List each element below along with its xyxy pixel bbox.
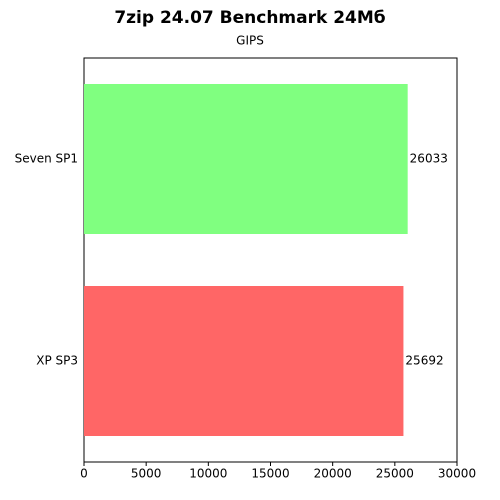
x-tick-label: 15000 bbox=[251, 467, 289, 481]
x-tick-label: 10000 bbox=[189, 467, 227, 481]
chart-title: 7zip 24.07 Benchmark 24Мб bbox=[114, 8, 385, 28]
bar bbox=[84, 286, 404, 436]
y-tick-label: XP SP3 bbox=[36, 354, 78, 368]
value-label: 26033 bbox=[410, 152, 448, 166]
value-label: 25692 bbox=[405, 354, 443, 368]
bar bbox=[84, 84, 408, 234]
y-tick-label: Seven SP1 bbox=[15, 152, 78, 166]
x-tick-label: 0 bbox=[80, 467, 88, 481]
x-tick-label: 30000 bbox=[438, 467, 476, 481]
x-tick-label: 5000 bbox=[131, 467, 162, 481]
x-tick-label: 20000 bbox=[314, 467, 352, 481]
chart-subtitle: GIPS bbox=[236, 34, 264, 48]
x-tick-label: 25000 bbox=[376, 467, 414, 481]
